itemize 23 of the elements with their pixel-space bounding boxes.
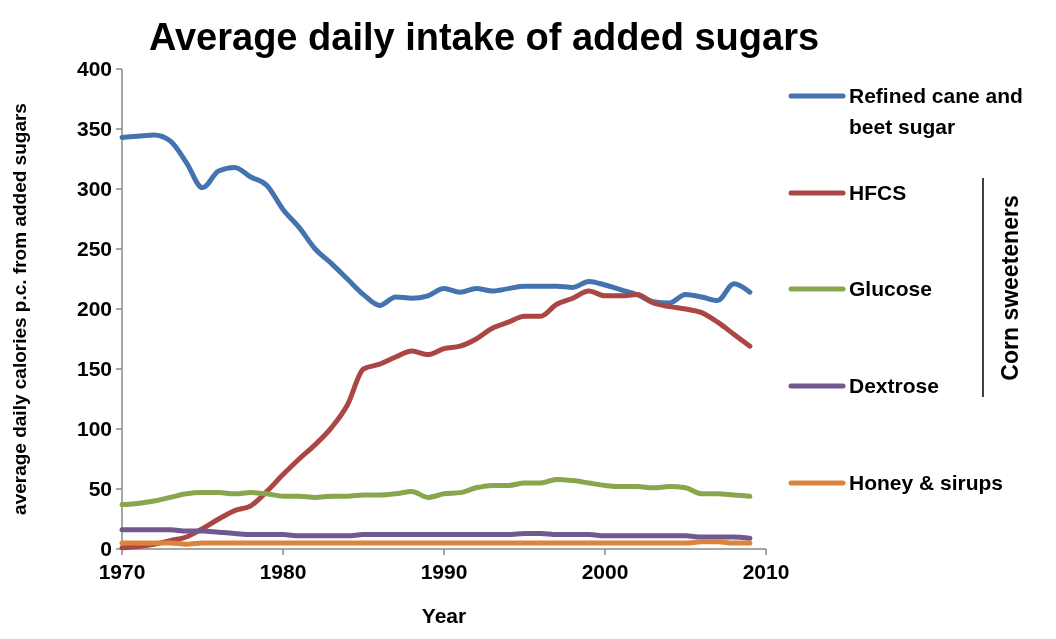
legend-label: Glucose [849,277,932,301]
y-tick-label: 50 [88,477,112,501]
x-tick-label: 1970 [98,560,146,583]
y-tick-label: 0 [100,537,112,561]
text: Corn sweeteners [997,195,1023,381]
y-tick-label: 250 [76,237,112,261]
y-axis-title: average daily calories p.c. from added sugars [9,103,30,515]
x-tick-label: 1990 [420,560,468,583]
y-tick-label: 150 [76,357,112,381]
y-tick-label: 200 [76,297,112,321]
y-tick-label: 350 [76,117,112,141]
x-axis-title: Year [421,604,467,627]
y-tick-label: 300 [76,177,112,201]
legend-label: Refined cane and beet sugar [849,84,1023,138]
y-tick-label: 100 [76,417,112,441]
y-tick-label: 400 [76,57,112,81]
chart-title: Average daily intake of added sugars [148,16,820,58]
legend-label: HFCS [849,181,907,205]
x-tick-label: 1980 [259,560,307,583]
x-tick-label: 2010 [742,560,790,583]
legend-label: Dextrose [849,374,939,398]
legend-label: Honey & sirups [849,471,1004,495]
x-tick-label: 2000 [581,560,629,583]
